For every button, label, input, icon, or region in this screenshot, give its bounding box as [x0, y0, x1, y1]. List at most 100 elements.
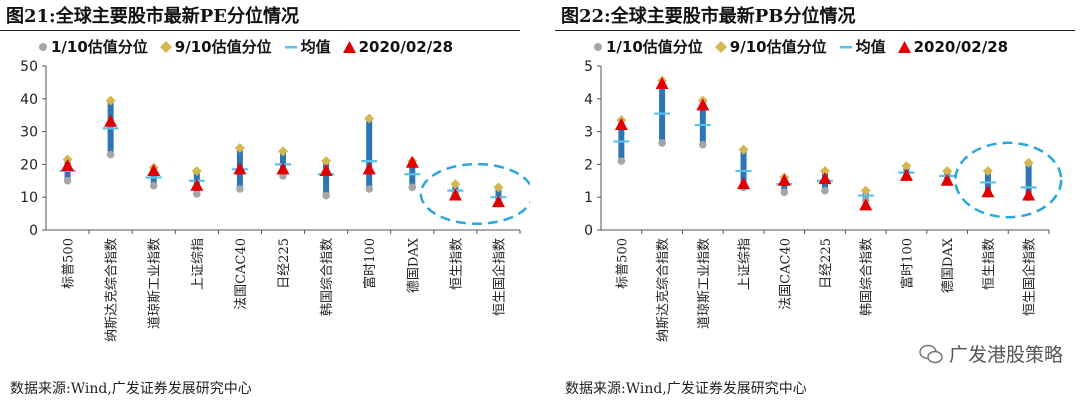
source-note: 数据来源:Wind,广发证券发展研究中心 — [565, 381, 807, 397]
legend-p10-label: 1/10估值分位 — [51, 38, 148, 56]
x-tick-label: 富时100 — [362, 238, 378, 289]
x-tick-label: 恒生指数 — [449, 238, 464, 290]
p90-point — [901, 161, 912, 172]
p10-point — [193, 190, 201, 198]
p10-point — [658, 139, 666, 147]
y-tick-label: 0 — [584, 223, 593, 239]
y-tick-label: 5 — [584, 59, 593, 75]
p90-point — [321, 156, 332, 167]
legend-current-label: 2020/02/28 — [913, 37, 1009, 56]
gold-diamond-icon — [159, 40, 172, 53]
x-tick-label: 上证综指 — [738, 238, 753, 290]
x-tick-label: 富时100 — [899, 238, 915, 289]
current-point — [233, 162, 247, 175]
p10-point — [821, 186, 829, 195]
x-tick-label: 韩国综合指数 — [320, 238, 335, 316]
legend-mean-label: 均值 — [855, 38, 886, 56]
p10-point — [699, 140, 707, 149]
current-point — [940, 173, 954, 186]
current-point — [981, 185, 995, 198]
p90-point — [234, 143, 245, 153]
p90-point — [450, 179, 461, 190]
current-point — [147, 163, 161, 176]
p10-point — [780, 188, 789, 197]
current-point — [319, 163, 333, 176]
y-tick-label: 40 — [20, 92, 38, 108]
p90-point — [364, 113, 375, 124]
current-point — [190, 178, 204, 191]
chart-title: 图22:全球主要股市最新PB分位情况 — [561, 6, 856, 27]
p90-point — [105, 95, 116, 106]
x-tick-label: 纳斯达克综合指数 — [656, 238, 671, 342]
current-point — [899, 168, 913, 181]
pe-chart-panel: 图21:全球主要股市最新PE分位情况 1/10估值分位 9/10估值分位 均值 … — [0, 0, 530, 404]
legend-p10: 1/10估值分位 — [38, 36, 148, 57]
chart-title: 图21:全球主要股市最新PE分位情况 — [6, 6, 299, 27]
current-point — [777, 173, 791, 186]
legend-p90: 9/10估值分位 — [159, 36, 272, 57]
current-point — [696, 98, 710, 111]
watermark: 广发港股策略 — [919, 340, 1063, 367]
x-tick-label: 纳斯达克综合指数 — [105, 238, 120, 342]
p90-point — [820, 165, 830, 176]
legend-mean: 均值 — [284, 36, 331, 57]
title-rule — [0, 30, 520, 31]
p90-point — [982, 165, 993, 176]
current-point — [818, 172, 832, 185]
current-point — [491, 195, 505, 208]
current-point — [362, 162, 376, 175]
legend-p90: 9/10估值分位 — [714, 36, 827, 57]
gray-dot-icon — [39, 42, 47, 51]
legend-current: 2020/02/28 — [897, 37, 1009, 56]
title-rule — [555, 30, 1075, 31]
x-tick-label: 法国CAC40 — [778, 238, 793, 310]
x-tick-label: 标普500 — [615, 238, 630, 289]
p10-point — [617, 157, 626, 165]
blue-dash-icon — [839, 45, 852, 48]
current-point — [448, 188, 462, 201]
p10-point — [236, 185, 244, 193]
legend-p10-label: 1/10估值分位 — [606, 38, 703, 56]
current-point — [1022, 188, 1036, 201]
current-point — [737, 177, 751, 190]
current-point — [104, 114, 118, 127]
highlight-circle — [419, 162, 530, 226]
y-tick-label: 2 — [584, 157, 593, 173]
legend-current-label: 2020/02/28 — [358, 37, 454, 56]
p10-point — [106, 150, 115, 159]
chart-legend: 1/10估值分位 9/10估值分位 均值 2020/02/28 — [593, 36, 1020, 57]
p10-point — [408, 183, 417, 192]
p90-point — [191, 165, 202, 176]
y-tick-label: 3 — [584, 125, 593, 141]
wechat-icon — [919, 344, 943, 363]
current-point — [276, 162, 290, 175]
current-point — [61, 159, 75, 172]
x-tick-label: 法国CAC40 — [234, 238, 249, 310]
y-tick-label: 1 — [584, 190, 593, 206]
current-point — [614, 118, 628, 131]
x-tick-label: 道琼斯工业指数 — [148, 238, 163, 329]
current-point — [655, 77, 669, 90]
watermark-label: 广发港股策略 — [948, 344, 1063, 366]
x-tick-label: 标普500 — [62, 238, 77, 289]
red-triangle-icon — [897, 40, 911, 53]
source-note: 数据来源:Wind,广发证券发展研究中心 — [10, 381, 252, 397]
current-point — [859, 198, 873, 211]
legend-mean: 均值 — [839, 36, 886, 57]
p90-point — [860, 185, 871, 196]
x-tick-label: 恒生国企指数 — [1022, 238, 1038, 316]
highlight-circle — [954, 141, 1063, 219]
legend-p90-label: 9/10估值分位 — [729, 38, 827, 56]
p90-point — [942, 165, 953, 176]
x-tick-label: 日经225 — [819, 238, 834, 289]
legend-current: 2020/02/28 — [342, 37, 454, 56]
y-tick-label: 0 — [29, 223, 38, 239]
y-tick-label: 4 — [584, 92, 593, 108]
x-tick-label: 恒生指数 — [982, 238, 997, 290]
p90-point — [1023, 157, 1034, 168]
red-triangle-icon — [342, 40, 356, 53]
p90-point — [493, 182, 504, 193]
pb-chart-panel: 图22:全球主要股市最新PB分位情况 1/10估值分位 9/10估值分位 均值 … — [555, 0, 1080, 404]
x-tick-label: 上证综指 — [191, 238, 206, 290]
p10-point — [149, 181, 158, 190]
